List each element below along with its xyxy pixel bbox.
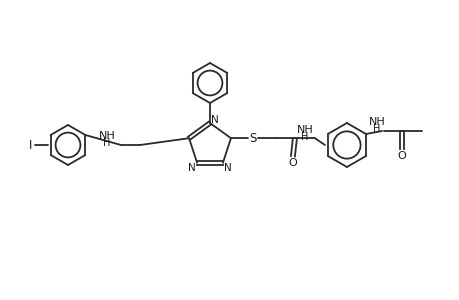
Text: O: O <box>288 158 297 168</box>
Text: H: H <box>301 132 308 142</box>
Text: N: N <box>211 115 218 125</box>
Text: NH: NH <box>296 125 313 135</box>
Text: N: N <box>224 163 231 173</box>
Text: S: S <box>249 132 256 145</box>
Text: NH: NH <box>368 117 385 127</box>
Text: H: H <box>103 138 111 148</box>
Text: N: N <box>188 163 196 173</box>
Text: NH: NH <box>98 131 115 141</box>
Text: H: H <box>372 124 380 134</box>
Text: I: I <box>29 139 33 152</box>
Text: O: O <box>397 151 405 161</box>
